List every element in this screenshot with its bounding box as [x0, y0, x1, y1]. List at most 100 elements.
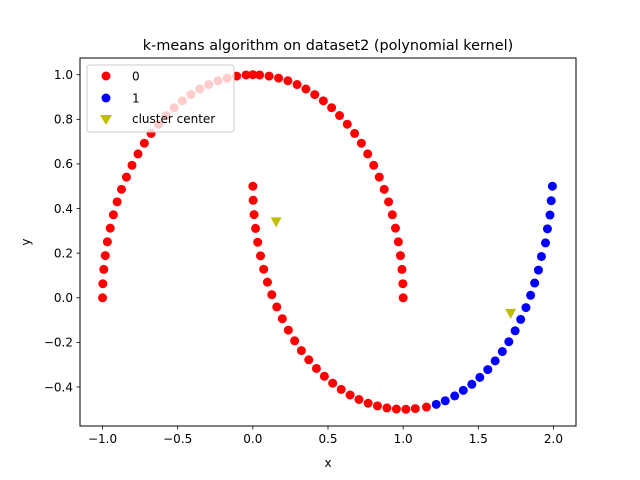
data-point-series-0: [354, 394, 364, 404]
data-points: [98, 70, 557, 414]
data-point-series-0: [391, 404, 401, 414]
data-point-series-1: [546, 196, 556, 206]
y-tick-label: 0.4: [54, 202, 73, 216]
legend-marker-1: [101, 93, 111, 103]
x-tick-label: 1.0: [394, 432, 413, 446]
data-point-series-0: [259, 264, 269, 274]
data-point-series-0: [401, 404, 411, 414]
data-point-series-1: [542, 224, 552, 234]
data-point-series-0: [398, 293, 408, 303]
data-point-series-1: [516, 314, 526, 324]
data-point-series-0: [133, 149, 143, 159]
data-point-series-1: [547, 181, 557, 191]
data-point-series-0: [311, 363, 321, 373]
data-point-series-0: [410, 404, 420, 414]
legend: 0 1 cluster center: [86, 64, 235, 133]
data-point-series-0: [248, 195, 258, 205]
data-point-series-0: [99, 264, 109, 274]
chart-title: k-means algorithm on dataset2 (polynomia…: [143, 38, 513, 54]
data-point-series-0: [301, 84, 311, 94]
data-point-series-0: [262, 277, 272, 287]
data-point-series-0: [290, 336, 300, 346]
data-point-series-0: [100, 251, 110, 261]
y-axis-label: y: [19, 238, 33, 245]
legend-box: [86, 64, 235, 133]
data-point-series-0: [363, 398, 373, 408]
data-point-series-0: [98, 279, 108, 289]
data-point-series-1: [540, 238, 550, 248]
data-point-series-0: [292, 80, 302, 90]
x-axis-label: x: [324, 456, 331, 470]
y-tick-label: 0.0: [54, 291, 73, 305]
data-point-series-0: [277, 314, 287, 324]
data-point-series-0: [382, 403, 392, 413]
data-point-series-0: [248, 181, 258, 191]
data-point-series-0: [384, 197, 394, 207]
data-point-series-0: [116, 184, 126, 194]
cluster-center-marker: [505, 308, 517, 319]
data-point-series-0: [374, 172, 384, 182]
data-point-series-1: [536, 251, 546, 261]
data-point-series-0: [249, 210, 259, 220]
data-point-series-1: [458, 385, 468, 395]
data-point-series-0: [363, 149, 373, 159]
y-tick-label: 0.6: [54, 157, 73, 171]
data-point-series-0: [98, 293, 108, 303]
data-point-series-0: [319, 371, 329, 381]
x-tick-label: 0.5: [318, 432, 337, 446]
data-point-series-0: [139, 138, 149, 148]
legend-label-0: 0: [132, 70, 140, 84]
data-point-series-0: [256, 251, 266, 261]
data-point-series-1: [504, 337, 514, 347]
data-point-series-0: [105, 223, 115, 233]
data-point-series-1: [545, 210, 555, 220]
data-point-series-0: [369, 160, 379, 170]
legend-marker-0: [101, 71, 111, 81]
data-point-series-0: [283, 76, 293, 86]
y-tick-label: −0.2: [44, 336, 73, 350]
legend-marker-center: [100, 115, 112, 125]
data-point-series-0: [372, 401, 382, 411]
data-point-series-1: [497, 347, 507, 357]
data-point-series-0: [255, 70, 265, 80]
data-point-series-0: [342, 119, 352, 129]
data-point-series-1: [440, 396, 450, 406]
x-tick-label: 1.5: [469, 432, 488, 446]
data-point-series-1: [533, 265, 543, 275]
data-point-series-0: [335, 111, 345, 121]
data-point-series-0: [272, 302, 282, 312]
x-tick-label: −0.5: [163, 432, 192, 446]
data-point-series-0: [241, 70, 251, 80]
y-tick-label: −0.4: [44, 380, 73, 394]
legend-label-1: 1: [132, 92, 140, 106]
data-point-series-1: [475, 372, 485, 382]
data-point-series-0: [398, 279, 408, 289]
legend-label-center: cluster center: [132, 112, 215, 126]
data-point-series-0: [328, 378, 338, 388]
data-point-series-1: [510, 326, 520, 336]
data-point-series-1: [530, 278, 540, 288]
data-point-series-0: [253, 237, 263, 247]
data-point-series-0: [327, 103, 337, 113]
data-point-series-1: [431, 399, 441, 409]
data-point-series-0: [310, 90, 320, 100]
data-point-series-1: [521, 303, 531, 313]
data-point-series-1: [490, 356, 500, 366]
data-point-series-0: [274, 73, 284, 83]
x-axis: −1.0 −0.5 0.0 0.5 1.0 1.5 2.0: [88, 426, 563, 446]
data-point-series-0: [267, 290, 277, 300]
y-tick-label: 0.8: [54, 113, 73, 127]
data-point-series-1: [483, 365, 493, 375]
data-point-series-1: [467, 379, 477, 389]
x-tick-label: 0.0: [243, 432, 262, 446]
y-tick-label: 1.0: [54, 68, 73, 82]
data-point-series-0: [283, 325, 293, 335]
data-point-series-0: [421, 402, 431, 412]
data-point-series-0: [397, 264, 407, 274]
data-point-series-0: [112, 197, 122, 207]
data-point-series-0: [393, 237, 403, 247]
x-tick-label: −1.0: [88, 432, 117, 446]
data-point-series-0: [356, 138, 366, 148]
data-point-series-0: [251, 223, 261, 233]
data-point-series-0: [390, 223, 400, 233]
